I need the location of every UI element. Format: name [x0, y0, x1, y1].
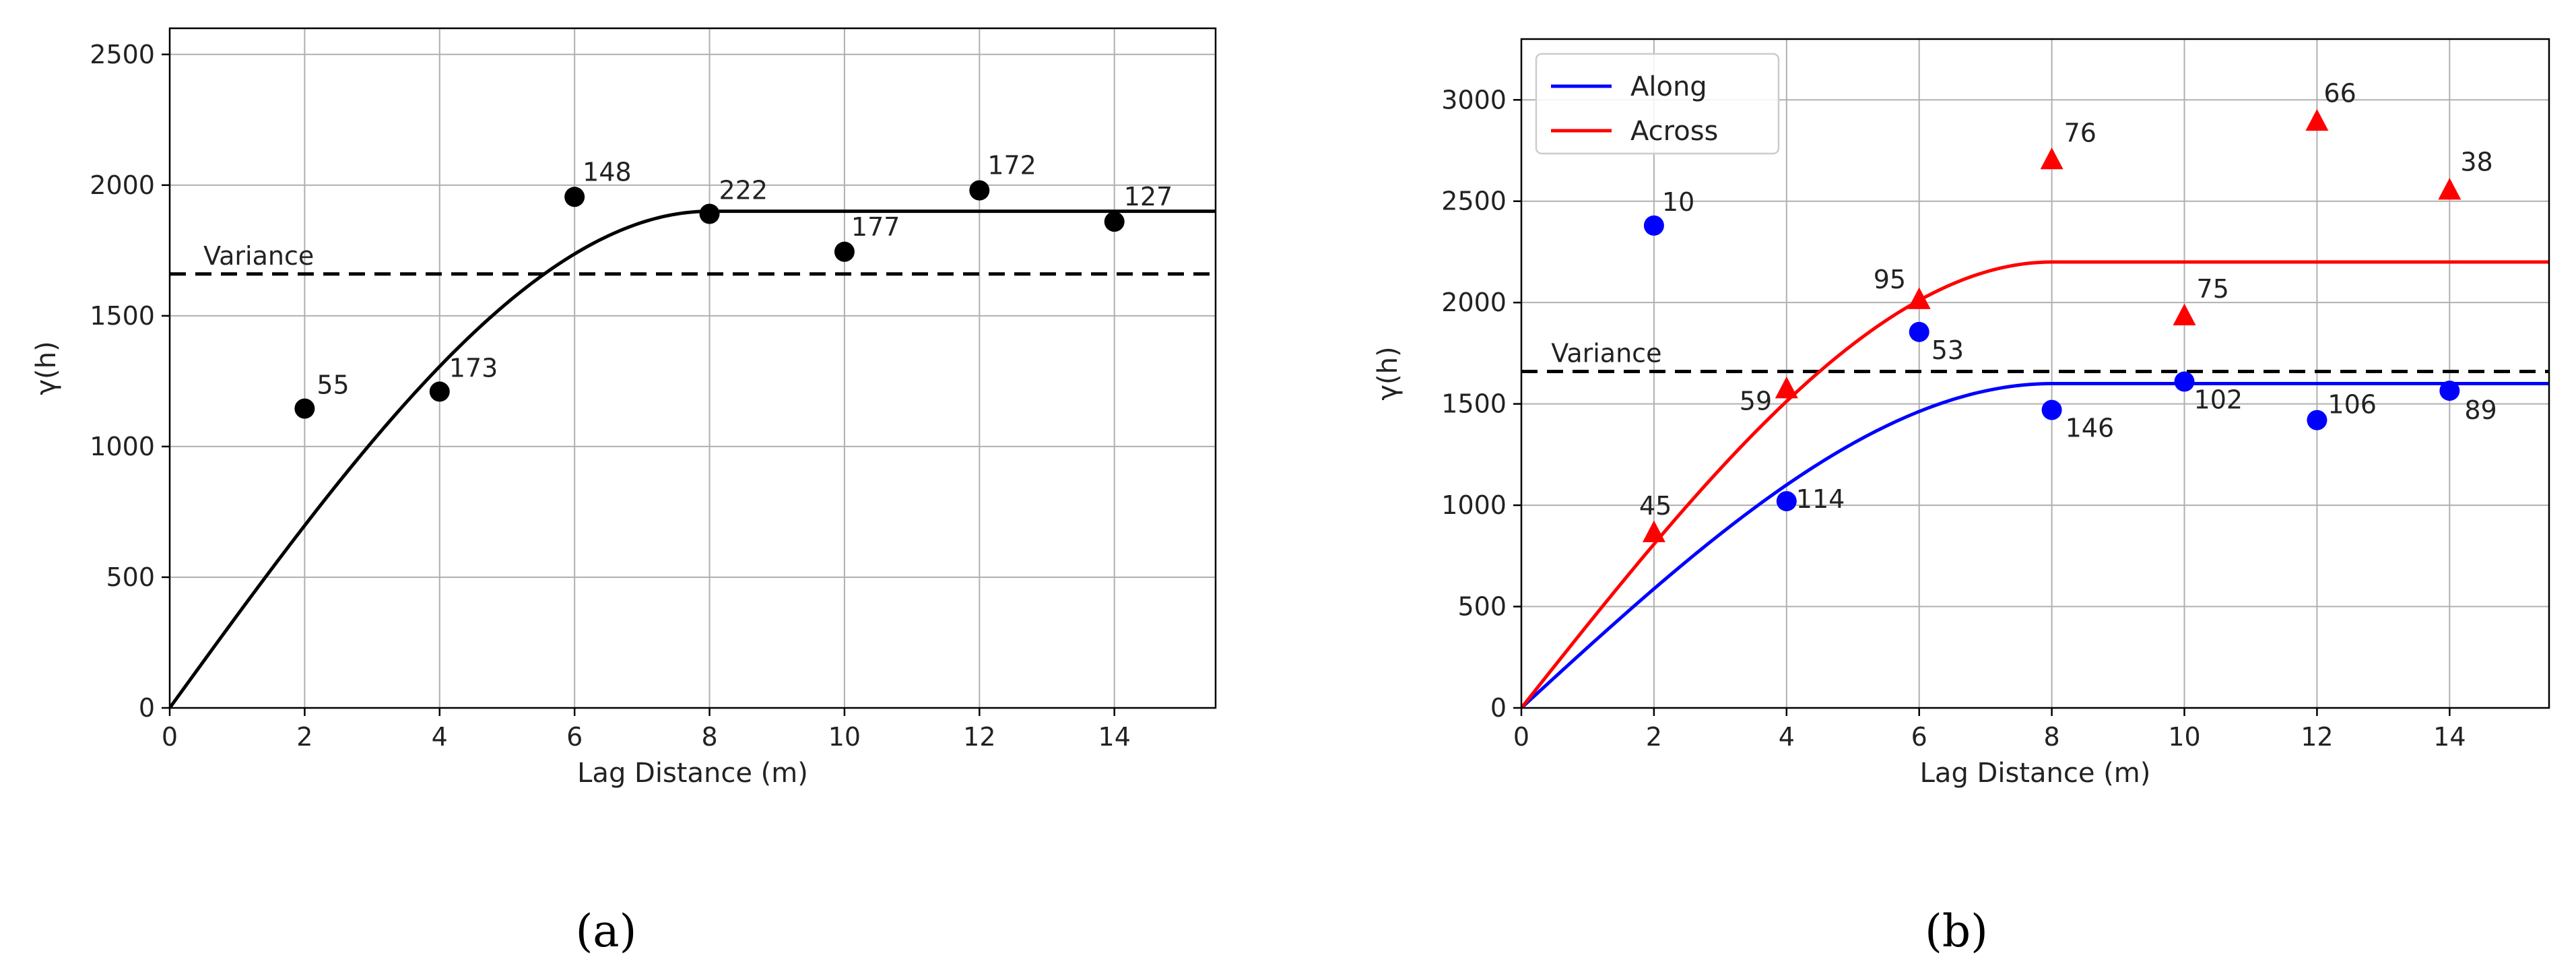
legend-label-across: Across [1630, 116, 1718, 147]
y-axis-label: γ(h) [1373, 346, 1403, 400]
y-tick-label: 3000 [1441, 85, 1507, 115]
data-label-along: 10 [1662, 187, 1694, 217]
data-label-along: 53 [1931, 335, 1964, 365]
panel-label: (b) [1925, 905, 1988, 957]
data-point-across [1642, 520, 1665, 542]
variance-label: Variance [1551, 338, 1661, 368]
x-tick-label: 12 [2301, 722, 2333, 752]
plot-frame [168, 27, 1217, 709]
model-curve-across [1521, 260, 2549, 708]
y-tick-label: 1500 [1441, 389, 1507, 419]
data-label-points: 148 [583, 157, 632, 187]
x-tick-label: 6 [566, 722, 583, 752]
data-point-along [2174, 371, 2195, 392]
data-point-points [294, 398, 315, 419]
legend-box [1535, 53, 1780, 155]
plot-area [170, 28, 1216, 708]
x-tick-label: 12 [963, 722, 995, 752]
data-point-along [2439, 381, 2460, 401]
data-label-points: 177 [851, 212, 900, 242]
y-tick-label: 0 [139, 693, 155, 723]
x-tick-label: 10 [2168, 722, 2200, 752]
legend-label-along: Along [1630, 71, 1707, 102]
data-label-across: 66 [2323, 78, 2356, 108]
x-tick-label: 4 [432, 722, 448, 752]
data-label-points: 172 [987, 151, 1036, 181]
data-point-points [969, 180, 990, 201]
data-point-across [1775, 377, 1798, 399]
y-tick-label: 2000 [90, 170, 155, 200]
x-axis-label: Lag Distance (m) [577, 758, 808, 789]
y-tick-label: 0 [1490, 693, 1507, 723]
y-tick-label: 1500 [90, 301, 155, 331]
data-point-along [1643, 215, 1664, 236]
x-tick-label: 14 [2433, 722, 2466, 752]
data-label-points: 222 [719, 176, 768, 205]
data-label-across: 38 [2460, 148, 2492, 177]
y-tick-label: 2500 [1441, 187, 1507, 216]
data-label-across: 76 [2064, 119, 2096, 148]
x-tick-label: 2 [1646, 722, 1662, 752]
x-tick-label: 0 [1513, 722, 1529, 752]
data-label-across: 45 [1639, 491, 1672, 521]
data-point-points [699, 203, 720, 224]
data-point-across [2438, 178, 2462, 200]
data-point-points [429, 381, 450, 402]
x-tick-label: 4 [1779, 722, 1795, 752]
y-tick-label: 2500 [90, 40, 155, 69]
data-point-along [1776, 491, 1797, 512]
model-curve [170, 209, 1216, 708]
data-label-across: 95 [1874, 265, 1906, 294]
data-label-along: 106 [2327, 390, 2377, 420]
data-label-along: 102 [2194, 385, 2243, 415]
x-tick-label: 2 [296, 722, 312, 752]
x-tick-label: 8 [2044, 722, 2060, 752]
y-tick-label: 500 [1457, 592, 1507, 622]
panel-label: (a) [576, 905, 637, 957]
data-point-across [2040, 147, 2063, 170]
data-point-along [2307, 410, 2327, 430]
y-axis-label: γ(h) [31, 341, 62, 395]
x-tick-label: 10 [828, 722, 861, 752]
data-label-along: 89 [2464, 395, 2497, 425]
x-tick-label: 6 [1911, 722, 1927, 752]
y-tick-label: 2000 [1441, 288, 1507, 317]
data-point-along [2041, 399, 2062, 420]
x-axis-label: Lag Distance (m) [1920, 758, 2151, 789]
data-point-points [1104, 211, 1125, 232]
data-label-along: 146 [2066, 414, 2115, 443]
plot-frame [1520, 38, 2550, 709]
y-tick-label: 500 [106, 562, 155, 592]
x-tick-label: 14 [1098, 722, 1131, 752]
data-label-across: 59 [1740, 387, 1772, 416]
model-curve-along [1521, 382, 2549, 708]
data-label-points: 173 [449, 353, 498, 383]
data-label-points: 55 [317, 370, 349, 400]
data-point-points [564, 187, 585, 207]
data-point-points [834, 241, 855, 262]
x-tick-label: 8 [701, 722, 717, 752]
y-tick-label: 1000 [1441, 490, 1507, 520]
data-point-across [1907, 287, 1931, 309]
data-point-across [2305, 108, 2329, 131]
data-label-across: 75 [2197, 274, 2229, 304]
x-tick-label: 0 [162, 722, 178, 752]
data-label-along: 114 [1796, 484, 1845, 514]
data-point-across [2173, 303, 2196, 325]
data-point-along [1909, 321, 1929, 342]
data-label-points: 127 [1124, 182, 1173, 211]
variance-label: Variance [203, 241, 314, 271]
y-tick-label: 1000 [90, 432, 155, 461]
panel-a-chart: Variance 55 173 148 222 177 172 127 0 2 4 6 8 10 12 14 0… [31, 27, 1217, 957]
